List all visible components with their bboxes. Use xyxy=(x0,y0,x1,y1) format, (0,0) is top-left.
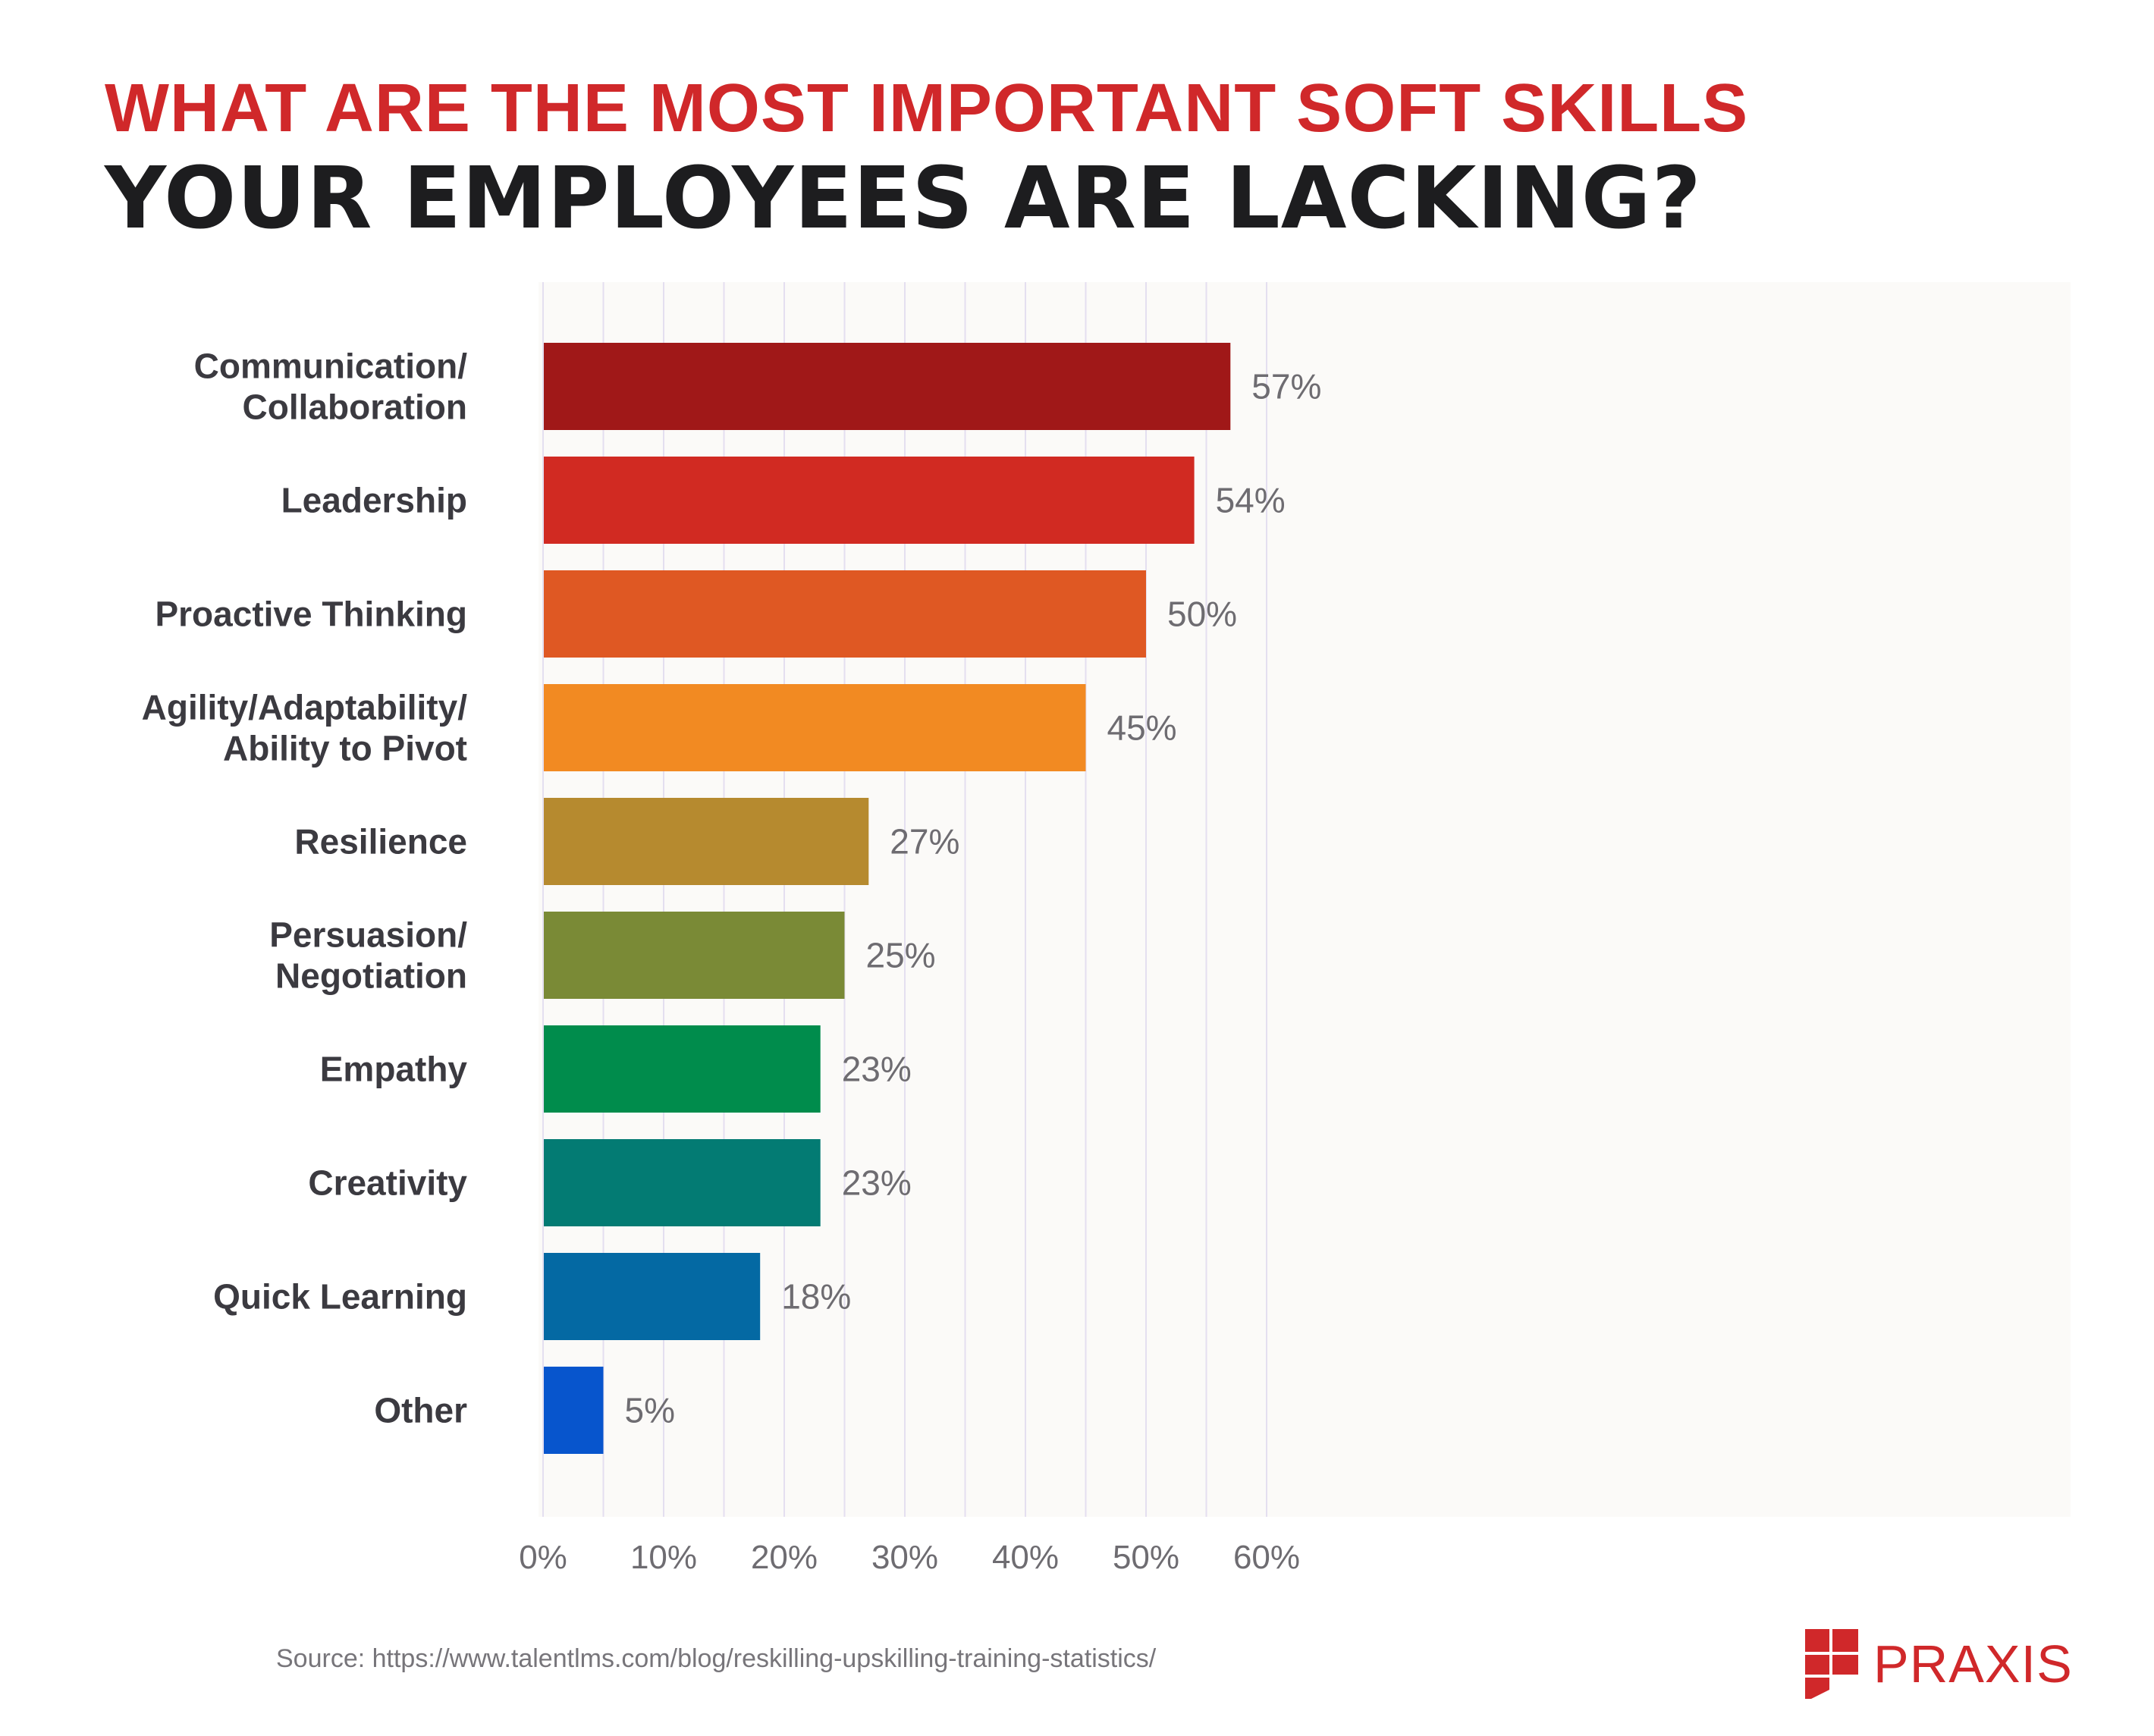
chart-title-line-2: YOUR EMPLOYEES ARE LACKING? xyxy=(105,149,1702,248)
category-label-line: Ability to Pivot xyxy=(223,729,467,768)
source-citation: Source: https://www.talentlms.com/blog/r… xyxy=(276,1644,1157,1673)
bar-value-label: 5% xyxy=(625,1391,675,1430)
bar xyxy=(543,1025,821,1113)
bar-value-label: 18% xyxy=(781,1277,851,1317)
category-label: Communication/Collaboration xyxy=(194,347,468,427)
praxis-logo: PRAXIS xyxy=(1805,1629,2073,1699)
x-tick-label: 60% xyxy=(1233,1539,1300,1576)
category-label-line: Leadership xyxy=(281,481,467,520)
category-label: Quick Learning xyxy=(213,1277,467,1317)
x-tick-label: 0% xyxy=(519,1539,567,1576)
bar-value-label: 23% xyxy=(842,1050,912,1089)
category-label-line: Negotiation xyxy=(275,956,467,996)
bar xyxy=(543,1367,604,1454)
category-label-line: Communication/ xyxy=(194,347,468,386)
category-label: Agility/Adaptability/Ability to Pivot xyxy=(142,688,468,768)
category-label-line: Collaboration xyxy=(243,388,467,427)
category-label-line: Resilience xyxy=(294,822,467,862)
bar xyxy=(543,912,845,999)
category-label-line: Empathy xyxy=(320,1050,468,1089)
x-tick-label: 20% xyxy=(751,1539,818,1576)
category-label-line: Agility/Adaptability/ xyxy=(142,688,468,727)
bar-value-label: 45% xyxy=(1107,708,1177,748)
bar xyxy=(543,457,1195,544)
bar-value-label: 27% xyxy=(890,822,959,862)
category-label: Persuasion/Negotiation xyxy=(269,915,467,996)
category-label-line: Quick Learning xyxy=(213,1277,467,1317)
category-label: Resilience xyxy=(294,822,467,862)
category-label-line: Other xyxy=(374,1391,467,1430)
category-label: Leadership xyxy=(281,481,467,520)
category-label: Empathy xyxy=(320,1050,468,1089)
x-tick-label: 30% xyxy=(871,1539,938,1576)
bar-value-label: 57% xyxy=(1251,367,1321,407)
category-label: Proactive Thinking xyxy=(155,595,467,634)
category-label-line: Persuasion/ xyxy=(269,915,467,955)
x-tick-label: 40% xyxy=(992,1539,1059,1576)
bar-value-label: 54% xyxy=(1216,481,1286,520)
bar xyxy=(543,798,869,885)
bar-value-label: 23% xyxy=(842,1163,912,1203)
x-tick-label: 50% xyxy=(1113,1539,1179,1576)
bar-value-label: 50% xyxy=(1167,595,1237,634)
bar xyxy=(543,1253,761,1340)
category-label: Other xyxy=(374,1391,467,1430)
bar-value-label: 25% xyxy=(866,936,936,975)
chart-title-line-1: WHAT ARE THE MOST IMPORTANT SOFT SKILLS xyxy=(105,71,1749,146)
category-label-line: Proactive Thinking xyxy=(155,595,467,634)
praxis-p-logo-icon xyxy=(1805,1629,1858,1699)
bar xyxy=(543,570,1146,658)
x-tick-label: 10% xyxy=(630,1539,697,1576)
category-label-line: Creativity xyxy=(308,1163,467,1203)
praxis-logo-text: PRAXIS xyxy=(1873,1634,2073,1694)
bar xyxy=(543,684,1086,771)
bar xyxy=(543,343,1231,430)
bar xyxy=(543,1139,821,1226)
category-label: Creativity xyxy=(308,1163,467,1203)
